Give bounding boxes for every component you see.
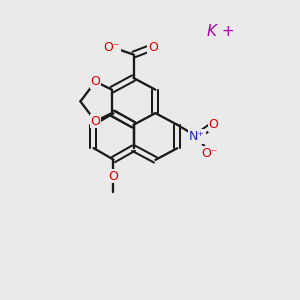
- Text: O: O: [91, 115, 100, 128]
- Text: O: O: [148, 40, 158, 54]
- Text: O⁻: O⁻: [104, 40, 120, 54]
- Text: O: O: [208, 118, 218, 131]
- Text: N⁺: N⁺: [189, 130, 205, 143]
- Text: O: O: [91, 75, 100, 88]
- Text: K +: K +: [207, 24, 234, 39]
- Text: O: O: [109, 169, 118, 183]
- Text: O⁻: O⁻: [202, 147, 218, 160]
